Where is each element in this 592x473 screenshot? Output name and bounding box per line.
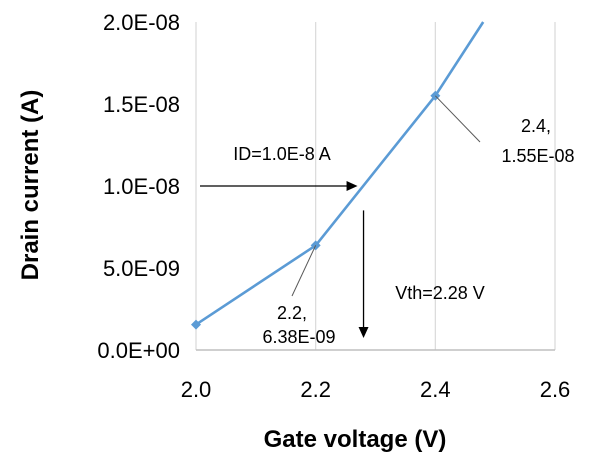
callout-leader-line bbox=[434, 95, 481, 143]
x-tick-label: 2.0 bbox=[181, 377, 212, 402]
y-tick-label: 1.0E-08 bbox=[103, 174, 180, 199]
data-point-marker bbox=[191, 319, 201, 330]
id-arrow-head bbox=[346, 181, 358, 191]
data-label: 6.38E-09 bbox=[262, 327, 335, 347]
series-group bbox=[191, 21, 485, 330]
annotation-id-label: ID=1.0E-8 A bbox=[233, 144, 331, 164]
y-tick-label: 1.5E-08 bbox=[103, 92, 180, 117]
x-tick-label: 2.2 bbox=[300, 377, 331, 402]
series-line bbox=[195, 21, 485, 326]
x-axis-title: Gate voltage (V) bbox=[264, 426, 447, 453]
callout-leader-line bbox=[291, 245, 317, 297]
annotation-vth-label: Vth=2.28 V bbox=[395, 283, 485, 303]
data-label: 2.2, bbox=[277, 303, 307, 323]
x-tick-label: 2.6 bbox=[540, 377, 571, 402]
data-label: 1.55E-08 bbox=[501, 146, 574, 166]
gridlines bbox=[195, 22, 556, 350]
x-tick-labels: 2.0 2.2 2.4 2.6 bbox=[181, 377, 571, 402]
x-tick-label: 2.4 bbox=[420, 377, 451, 402]
y-tick-label: 5.0E-09 bbox=[103, 256, 180, 281]
y-tick-label: 2.0E-08 bbox=[103, 10, 180, 35]
y-axis-title: Drain current (A) bbox=[17, 90, 44, 281]
vth-arrow-head bbox=[358, 327, 369, 338]
data-label: 2.4, bbox=[521, 116, 551, 136]
y-tick-label: 0.0E+00 bbox=[97, 338, 180, 363]
annotations-group: 2.2, 6.38E-09 2.4, 1.55E-08 ID=1.0E-8 A Vth=2… bbox=[200, 95, 575, 347]
y-tick-labels: 0.0E+00 5.0E-09 1.0E-08 1.5E-08 2.0E-08 bbox=[97, 10, 180, 363]
